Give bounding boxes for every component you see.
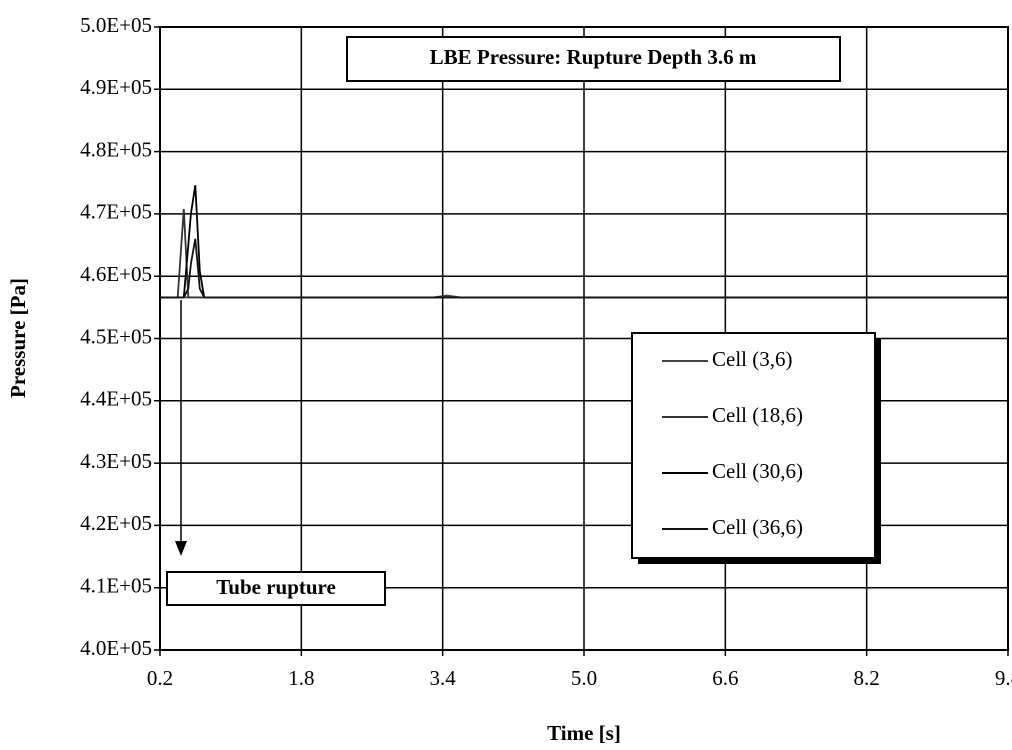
y-axis-title: Pressure [Pa] <box>6 278 30 398</box>
x-axis-title: Time [s] <box>547 721 621 745</box>
legend-label: Cell (30,6) <box>712 459 803 483</box>
legend-label: Cell (18,6) <box>712 403 803 427</box>
title-box <box>346 36 841 82</box>
y-tick-label: 4.4E+05 <box>80 387 152 411</box>
arrow-head <box>175 541 187 556</box>
legend-label: Cell (3,6) <box>712 347 792 371</box>
x-tick-label: 1.8 <box>288 666 314 690</box>
y-tick-label: 4.0E+05 <box>80 636 152 660</box>
y-tick-label: 4.7E+05 <box>80 200 152 224</box>
y-tick-label: 4.5E+05 <box>80 324 152 348</box>
chart-title: LBE Pressure: Rupture Depth 3.6 m <box>430 45 757 69</box>
plot-frame <box>159 26 1009 651</box>
y-tick-label: 4.3E+05 <box>80 449 152 473</box>
x-tick-label: 3.4 <box>430 666 457 690</box>
x-tick-label: 5.0 <box>571 666 597 690</box>
annotation-box <box>166 571 386 606</box>
y-tick-label: 4.2E+05 <box>80 511 152 535</box>
y-tick-label: 4.1E+05 <box>80 574 152 598</box>
x-tick-label: 8.2 <box>854 666 880 690</box>
legend-box <box>631 332 876 559</box>
series-line <box>160 238 1008 299</box>
annotation: Tube rupture <box>216 575 336 599</box>
y-tick-label: 5.0E+05 <box>80 13 152 37</box>
x-tick-label: 9.8 <box>995 666 1012 690</box>
y-tick-label: 4.8E+05 <box>80 137 152 161</box>
x-tick-label: 0.2 <box>147 666 173 690</box>
y-tick-label: 4.9E+05 <box>80 75 152 99</box>
legend-label: Cell (36,6) <box>712 515 803 539</box>
y-tick-label: 4.6E+05 <box>80 262 152 286</box>
x-tick-label: 6.6 <box>712 666 738 690</box>
